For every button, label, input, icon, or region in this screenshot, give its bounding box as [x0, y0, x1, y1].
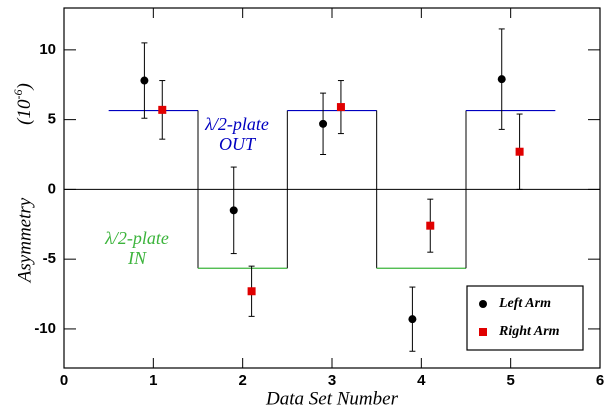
y-tick-label: -10 — [34, 320, 56, 337]
annotation: IN — [127, 248, 147, 268]
x-tick-label: 4 — [417, 372, 426, 389]
units-exp: -6 — [11, 90, 25, 100]
legend-box — [466, 285, 584, 351]
point — [408, 315, 417, 324]
x-tick-label: 5 — [506, 372, 514, 389]
annotation: λ/2-plate — [104, 228, 169, 248]
legend-label: Right Arm — [498, 324, 560, 339]
point — [497, 75, 506, 84]
y-tick-label: 5 — [48, 111, 56, 128]
annotation: λ/2-plate — [204, 114, 269, 134]
point — [426, 221, 435, 230]
y-axis-units: (10-6) — [11, 83, 36, 125]
annotation: OUT — [219, 134, 257, 154]
y-tick-label: 10 — [39, 41, 56, 58]
y-tick-label: -5 — [43, 250, 56, 267]
x-tick-label: 3 — [328, 372, 336, 389]
x-tick-label: 1 — [149, 372, 157, 389]
x-tick-label: 6 — [596, 372, 604, 389]
x-tick-label: 0 — [60, 372, 68, 389]
legend-label: Left Arm — [498, 296, 551, 311]
units-close: ) — [14, 83, 35, 90]
x-tick-label: 2 — [238, 372, 246, 389]
legend-marker — [479, 328, 487, 336]
point — [229, 206, 238, 215]
legend-marker — [479, 300, 487, 308]
point — [140, 76, 149, 85]
x-axis-label: Data Set Number — [265, 388, 399, 409]
point — [158, 105, 167, 114]
y-axis-label: Asymmetry — [14, 197, 35, 284]
point — [336, 103, 345, 112]
units-base: (10 — [14, 99, 35, 125]
point — [247, 287, 256, 296]
y-tick-label: 0 — [48, 180, 56, 197]
point — [515, 147, 524, 156]
point — [319, 119, 328, 128]
